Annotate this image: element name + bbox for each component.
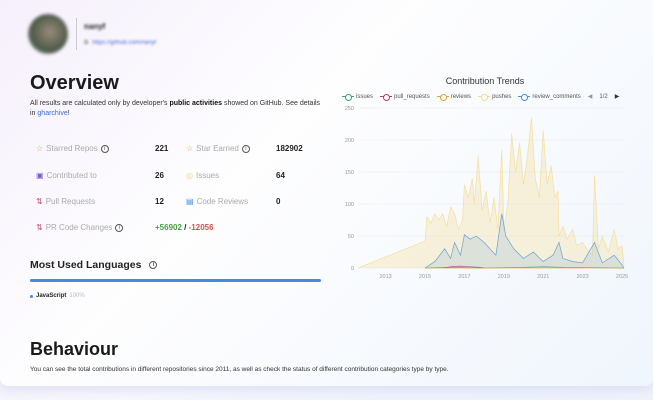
stat-label: Star Earned: [196, 144, 239, 153]
stat-value-changes: +56902 / -12056: [155, 223, 214, 232]
star-icon: ☆: [36, 144, 44, 153]
area-review_comments: [424, 213, 625, 268]
language-dot: [30, 294, 33, 298]
info-icon[interactable]: i: [149, 261, 158, 269]
x-tick-label: 2023: [577, 274, 589, 280]
pull-request-icon: ⇅: [36, 197, 43, 206]
languages-heading: Most Used Languages i: [30, 259, 158, 271]
stat-label: Code Reviews: [196, 197, 249, 206]
separator: /: [184, 223, 187, 232]
desc-text: All results are calculated only by devel…: [30, 100, 170, 107]
chart-title: Contribution Trends: [445, 76, 525, 86]
info-icon[interactable]: i: [115, 223, 124, 232]
stat-value: 64: [276, 171, 285, 180]
legend-label: pushes: [492, 93, 512, 100]
legend-review-comments[interactable]: review_comments: [518, 93, 581, 101]
desc-bold: public activities: [169, 100, 222, 107]
profile-link-text[interactable]: https://github.com/nanyf: [92, 40, 156, 46]
line-pushes: [357, 117, 625, 269]
pull-request-icon: ⇅: [36, 223, 43, 232]
stat-value: 182902: [276, 144, 303, 153]
y-tick-label: 150: [345, 170, 354, 176]
legend-label: review_comments: [532, 93, 581, 100]
stat-starred-repos: ☆ Starred Repos i: [36, 144, 109, 153]
legend-marker: [380, 93, 393, 101]
desc-text: !: [67, 110, 70, 117]
area-pushes: [358, 117, 625, 268]
gharchive-link[interactable]: gharchive: [37, 110, 68, 117]
language-bar: [30, 279, 321, 282]
divider: [76, 18, 77, 50]
legend-next-icon[interactable]: ▶: [614, 94, 620, 100]
language-item: JavaScript 100%: [30, 293, 85, 299]
languages-title: Most Used Languages: [30, 259, 142, 271]
legend-issues[interactable]: issues: [342, 93, 374, 101]
issue-icon: ◎: [186, 171, 193, 180]
info-icon[interactable]: i: [100, 144, 109, 153]
line-pull_requests: [444, 265, 485, 269]
stat-label: PR Code Changes: [45, 223, 113, 232]
stat-contributed-to: ▣ Contributed to: [36, 171, 97, 180]
x-tick-label: 2019: [498, 274, 510, 280]
page-title: Overview: [30, 72, 119, 94]
desc-text: showed on GitHub. See details in: [30, 100, 321, 117]
language-name: JavaScript: [36, 293, 67, 299]
stat-value: 12: [155, 197, 164, 206]
legend-marker: [436, 93, 449, 101]
y-tick-label: 250: [345, 106, 354, 112]
code-review-icon: ▤: [186, 197, 194, 206]
stat-label: Starred Repos: [46, 144, 98, 153]
y-tick-label: 0: [351, 266, 354, 272]
behaviour-title: Behaviour: [30, 339, 119, 359]
x-tick-label: 2021: [537, 274, 549, 280]
repo-icon: ▣: [36, 171, 44, 180]
overview-description: All results are calculated only by devel…: [30, 99, 325, 119]
additions: +56902: [155, 223, 182, 232]
x-tick-label: 2025: [616, 274, 628, 280]
chart-legend: issues pull_requests reviews pushes revi…: [342, 93, 620, 101]
x-tick-label: 2017: [458, 274, 470, 280]
legend-marker: [518, 93, 531, 101]
stat-label: Pull Requests: [45, 197, 96, 206]
stat-code-reviews: ▤ Code Reviews: [186, 197, 248, 206]
legend-prev-icon[interactable]: ◀: [587, 94, 593, 100]
legend-reviews[interactable]: reviews: [436, 93, 472, 101]
stat-issues: ◎ Issues: [186, 171, 219, 180]
legend-label: issues: [356, 93, 374, 100]
info-icon[interactable]: i: [241, 144, 250, 153]
legend-pull-requests[interactable]: pull_requests: [380, 93, 430, 101]
stat-label: Issues: [195, 171, 220, 180]
y-tick-label: 100: [345, 202, 354, 208]
language-percent: 100%: [69, 293, 85, 299]
overview-card: [0, 0, 653, 386]
line-review_comments: [424, 213, 625, 269]
stat-label: Contributed to: [46, 171, 97, 180]
legend-label: pull_requests: [394, 93, 430, 100]
stat-value: 0: [276, 197, 281, 206]
profile-name: nanyf: [84, 22, 106, 31]
star-icon: ☆: [186, 144, 194, 153]
stat-pr-code-changes: ⇅ PR Code Changes i: [36, 223, 124, 232]
y-tick-label: 200: [345, 138, 354, 144]
legend-label: reviews: [450, 93, 472, 100]
contribution-chart: 0 50 100 150 200 250 2013 2015 2017 2019 2021 2023 2…: [345, 106, 628, 280]
link-icon: ⧉: [84, 40, 89, 46]
stat-star-earned: ☆ Star Earned i: [186, 144, 250, 153]
profile-link[interactable]: ⧉ https://github.com/nanyf: [84, 40, 156, 47]
y-tick-label: 50: [348, 234, 354, 240]
legend-page: 1/2: [599, 93, 608, 100]
stat-value: 221: [155, 144, 169, 153]
avatar[interactable]: [28, 14, 68, 54]
x-tick-label: 2015: [419, 274, 431, 280]
behaviour-description: You can see the total contributions in d…: [30, 366, 449, 373]
legend-marker: [478, 93, 491, 101]
line-issues: [424, 266, 625, 269]
deletions: -12056: [188, 223, 214, 232]
stat-value: 26: [155, 171, 164, 180]
x-tick-label: 2013: [379, 274, 391, 280]
stat-pull-requests: ⇅ Pull Requests: [36, 197, 95, 206]
legend-marker: [342, 93, 354, 101]
legend-pushes[interactable]: pushes: [478, 93, 512, 101]
